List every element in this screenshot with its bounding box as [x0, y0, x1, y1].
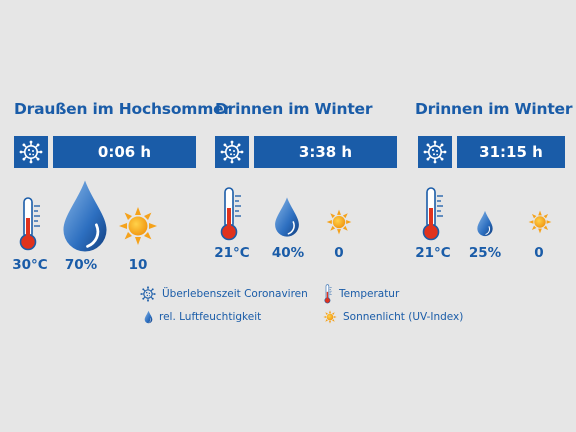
scenario-title: Draußen im Hochsommer: [14, 100, 231, 118]
virus-icon: [19, 140, 43, 164]
sun-icon: [326, 209, 352, 235]
temperature-value: 21°C: [415, 245, 451, 261]
virus-icon: [140, 286, 156, 302]
sun-icon: [118, 206, 158, 246]
legend-temperature-label: Temperatur: [339, 288, 400, 300]
humidity-value: 25%: [468, 245, 502, 261]
virus-icon: [423, 140, 447, 164]
virus-badge: [215, 136, 249, 168]
humidity-value: 70%: [64, 257, 98, 273]
humidity-value: 40%: [271, 245, 305, 261]
water-drop-icon: [144, 310, 153, 324]
virus-badge: [14, 136, 48, 168]
legend: Überlebenszeit Coronaviren Temperatur re…: [140, 282, 480, 342]
uv-index-value: 10: [128, 257, 148, 273]
sun-icon: [323, 310, 337, 324]
virus-icon: [220, 140, 244, 164]
legend-virus-label: Überlebenszeit Coronaviren: [162, 288, 308, 300]
water-drop-icon: [59, 178, 111, 254]
legend-humidity-label: rel. Luftfeuchtigkeit: [159, 311, 262, 323]
uv-index-value: 0: [334, 245, 344, 261]
survival-time: 0:06 h: [53, 136, 196, 168]
temperature-value: 30°C: [12, 257, 48, 273]
legend-sun-label: Sonnenlicht (UV-Index): [343, 311, 464, 323]
water-drop-icon: [476, 210, 494, 237]
thermometer-icon: [422, 186, 446, 242]
thermometer-icon: [220, 186, 244, 242]
scenario-2: Drinnen im Winter 3:38 h 21°C 40% 0: [214, 100, 405, 280]
survival-time: 3:38 h: [254, 136, 397, 168]
scenario-3: Drinnen im Winter 31:15 h 21°C 25% 0: [415, 100, 576, 280]
legend-humidity: rel. Luftfeuchtigkeit: [144, 310, 261, 324]
scenario-title: Drinnen im Winter: [415, 100, 573, 118]
sun-icon: [528, 210, 552, 234]
thermometer-icon: [19, 196, 43, 252]
virus-badge: [418, 136, 452, 168]
water-drop-icon: [273, 196, 301, 238]
legend-temperature: Temperatur: [324, 284, 399, 304]
survival-time: 31:15 h: [457, 136, 565, 168]
thermometer-icon: [324, 284, 333, 304]
temperature-value: 21°C: [214, 245, 250, 261]
legend-virus: Überlebenszeit Coronaviren: [140, 286, 308, 302]
scenario-title: Drinnen im Winter: [215, 100, 373, 118]
legend-sun: Sonnenlicht (UV-Index): [323, 310, 463, 324]
scenario-1: Draußen im Hochsommer 0:06 h 30°C 70% 10: [12, 100, 231, 280]
uv-index-value: 0: [534, 245, 544, 261]
